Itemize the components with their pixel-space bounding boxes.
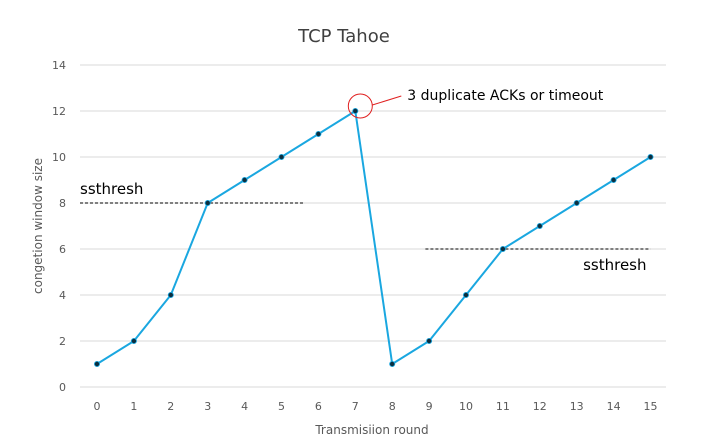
series-line: [96, 110, 652, 365]
x-axis-title: Transmisiion round: [314, 423, 428, 437]
series-layer: [96, 110, 652, 365]
data-point: [278, 153, 285, 160]
y-tick-label: 4: [59, 289, 66, 302]
y-tick-label: 12: [52, 105, 66, 118]
data-point: [315, 130, 322, 137]
data-point: [647, 153, 654, 160]
data-points: [94, 108, 654, 367]
y-axis-title: congetion window size: [31, 158, 45, 294]
x-tick-label: 2: [167, 400, 174, 413]
data-point: [352, 108, 359, 115]
x-tick-label: 8: [389, 400, 396, 413]
data-point: [573, 199, 580, 206]
x-tick-label: 4: [241, 400, 248, 413]
x-tick-label: 0: [94, 400, 101, 413]
callout-circle: [347, 93, 373, 119]
x-tick-label: 6: [315, 400, 322, 413]
x-tick-label: 12: [533, 400, 547, 413]
ssthresh-label: ssthresh: [80, 180, 143, 198]
x-tick-label: 5: [278, 400, 285, 413]
data-point: [389, 360, 396, 367]
y-tick-label: 6: [59, 243, 66, 256]
data-point: [94, 360, 101, 367]
data-point: [462, 291, 469, 298]
data-point: [204, 199, 211, 206]
x-tick-label: 1: [130, 400, 137, 413]
x-tick-label: 9: [426, 400, 433, 413]
data-point: [426, 337, 433, 344]
data-point: [499, 245, 506, 252]
y-tick-label: 0: [59, 381, 66, 394]
callout-label: 3 duplicate ACKs or timeout: [407, 88, 603, 104]
data-point: [536, 222, 543, 229]
data-point: [610, 176, 617, 183]
data-point: [130, 337, 137, 344]
x-tick-label: 13: [570, 400, 584, 413]
ssthresh-label: ssthresh: [583, 256, 646, 274]
chart-title: TCP Tahoe: [297, 26, 390, 47]
y-tick-labels: 0 2 4 6 8 10 12 14: [52, 59, 66, 394]
x-tick-labels: 0 1 2 3 4 5 6 7 8 9 10 11 12 13 14 15: [94, 400, 658, 413]
x-tick-label: 11: [496, 400, 510, 413]
x-tick-label: 14: [607, 400, 621, 413]
x-tick-label: 7: [352, 400, 359, 413]
annotations: ssthresh ssthresh 3 duplicate ACKs or time…: [80, 88, 647, 274]
data-point: [241, 176, 248, 183]
y-tick-label: 8: [59, 197, 66, 210]
y-tick-label: 10: [52, 151, 66, 164]
data-point: [167, 291, 174, 298]
callout-leader-line: [372, 95, 402, 106]
x-tick-label: 10: [459, 400, 473, 413]
y-tick-label: 14: [52, 59, 66, 72]
x-tick-label: 15: [644, 400, 658, 413]
y-tick-label: 2: [59, 335, 66, 348]
threshold-lines: [80, 202, 651, 250]
x-tick-label: 3: [204, 400, 211, 413]
